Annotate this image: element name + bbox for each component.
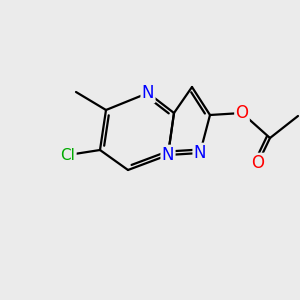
- Text: N: N: [162, 146, 174, 164]
- Text: N: N: [142, 84, 154, 102]
- Text: O: O: [236, 104, 248, 122]
- Text: N: N: [194, 144, 206, 162]
- Text: Cl: Cl: [61, 148, 75, 163]
- Text: O: O: [251, 154, 265, 172]
